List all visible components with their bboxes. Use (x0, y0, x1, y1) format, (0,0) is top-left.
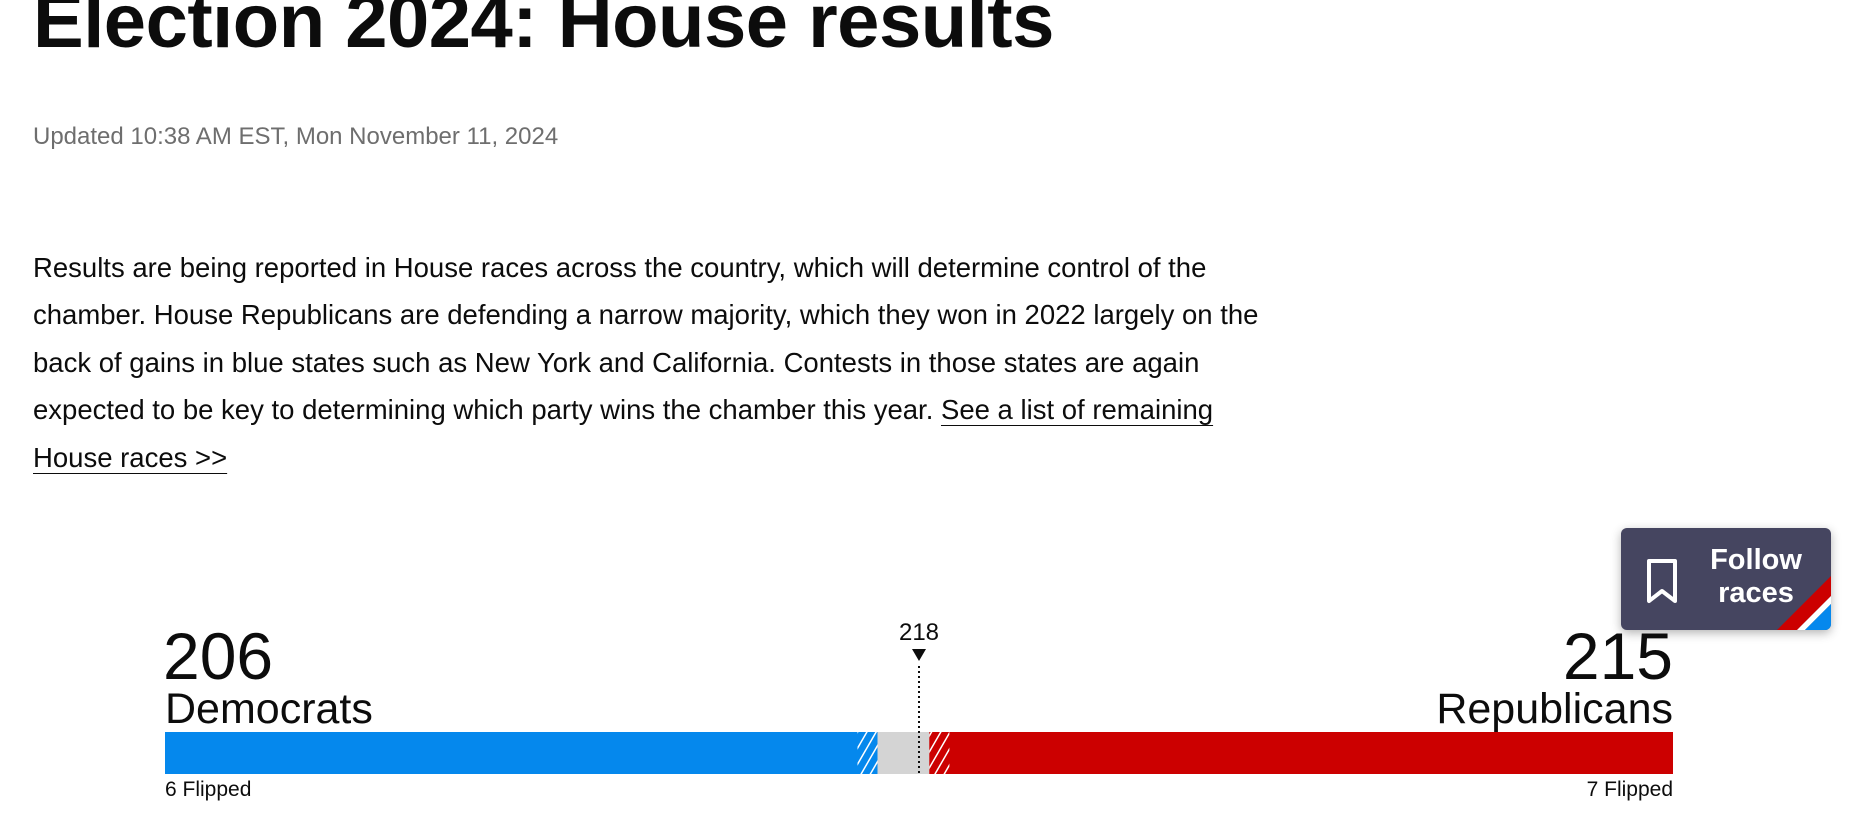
seat-bar (165, 732, 878, 774)
follow-button[interactable]: Follow races (1621, 528, 1831, 630)
flipped-count: 6 Flipped (165, 778, 251, 801)
majority-pointer (912, 649, 926, 661)
majority-label: 218 (899, 619, 939, 646)
page-title: Election 2024: House results (33, 0, 1054, 64)
seat-count: 215 (1563, 619, 1673, 693)
intro-text: Results are being reported in House race… (33, 252, 1259, 426)
follow-label: Follow races (1710, 544, 1802, 609)
flipped-count: 7 Flipped (1587, 778, 1673, 801)
races-link[interactable]: See a list of remaining House races >> (33, 394, 1214, 473)
seat-count: 206 (163, 619, 273, 693)
follow-decor (1647, 559, 1831, 630)
bar-hatch (857, 732, 878, 774)
bar-hatch (929, 732, 950, 774)
intro: Results are being reported in House race… (33, 244, 1273, 481)
seat-bar (929, 732, 1673, 774)
party-name: Democrats (165, 685, 373, 733)
party-name: Republicans (1436, 685, 1673, 733)
updated-time: Updated 10:38 AM EST, Mon November 11, 2… (33, 123, 559, 150)
